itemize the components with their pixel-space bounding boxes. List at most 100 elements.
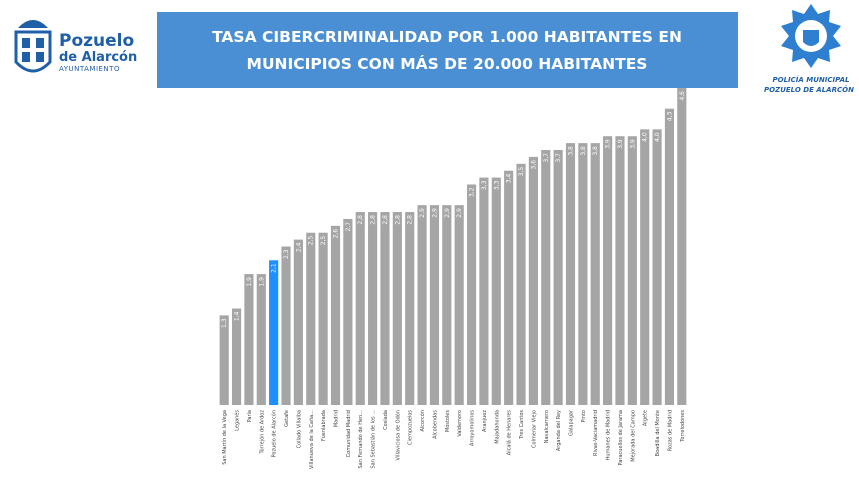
- x-tick-label: Galapagar: [569, 409, 575, 436]
- data-label: 2,7: [345, 222, 352, 232]
- bar: [417, 205, 427, 405]
- data-label: 3,4: [506, 174, 513, 184]
- x-tick-label: Humanes de Madrid: [606, 410, 612, 460]
- title-box: [157, 12, 738, 88]
- bar: [516, 163, 526, 405]
- data-label: 3,3: [493, 180, 500, 190]
- left-logo: Pozuelo de Alarcón AYUNTAMIENTO: [14, 20, 137, 73]
- x-tick-label: Comunidad Madrid: [346, 410, 352, 457]
- data-label: 3,7: [543, 153, 550, 163]
- x-tick-label: Paracuellos de Jarama: [618, 410, 624, 465]
- bar: [553, 150, 563, 405]
- bar: [442, 205, 452, 405]
- data-label: 2,8: [407, 215, 414, 225]
- bar: [281, 246, 291, 405]
- chart-title: MUNICIPIOS CON MÁS DE 20.000 HABITANTES: [247, 54, 648, 73]
- x-tick-label: Móstoles: [444, 410, 451, 432]
- bar: [578, 143, 588, 405]
- logo-name: de Alarcón: [59, 50, 137, 65]
- bar: [590, 143, 600, 405]
- x-tick-label: Pinto: [581, 410, 587, 422]
- data-label: 3,8: [592, 146, 599, 156]
- x-tick-label: Torrejón de Ardoz: [258, 410, 265, 455]
- x-tick-label: Alcobendas: [432, 410, 438, 439]
- x-tick-label: Coslada: [383, 410, 389, 430]
- bar: [231, 308, 242, 405]
- data-label: 2,3: [283, 249, 290, 259]
- bar: [368, 212, 378, 405]
- x-tick-label: Mejorada del Campo: [630, 410, 636, 462]
- x-tick-label: Arroyomolinos: [470, 410, 476, 446]
- data-label: 3,6: [530, 160, 537, 170]
- x-tick-label: Villaviciosa de Odón: [394, 410, 401, 461]
- bar: [541, 150, 551, 405]
- logo-name: Pozuelo: [59, 31, 134, 51]
- x-tick-label: Pozuelo de Alarcón: [271, 410, 278, 457]
- bar: [627, 136, 637, 405]
- data-label: 2,5: [320, 236, 327, 246]
- data-label: 2,9: [431, 208, 438, 218]
- data-label: 3,2: [469, 187, 476, 197]
- bar: [479, 177, 489, 405]
- data-label: 2,9: [456, 208, 463, 218]
- x-tick-label: Leganés: [234, 410, 241, 431]
- bar: [664, 108, 675, 405]
- x-tick-label: Aranjuez: [482, 410, 488, 432]
- data-label: 4,0: [654, 132, 661, 142]
- x-tick-label: Navalcarnero: [544, 410, 550, 443]
- bar: [244, 274, 254, 405]
- bar: [318, 232, 328, 405]
- bar: [615, 136, 625, 405]
- data-label: 3,7: [555, 153, 562, 163]
- bar: [306, 232, 316, 405]
- bar: [355, 212, 365, 405]
- bar: [640, 129, 650, 405]
- x-tick-label: Fuenlabrada: [321, 410, 327, 441]
- data-label: 3,9: [617, 139, 624, 149]
- x-tick-label: San Fernando de Hen...: [358, 410, 364, 469]
- data-label: 4,3: [666, 111, 673, 121]
- x-tick-label: Torrelodones: [680, 410, 686, 443]
- bar: [343, 218, 353, 405]
- x-tick-label: Madrid: [334, 410, 340, 427]
- data-label: 3,8: [580, 146, 587, 156]
- data-label: 4,6: [679, 91, 686, 101]
- x-tick-label: San Martín de la Vega: [221, 410, 228, 465]
- bar: [429, 205, 440, 405]
- x-tick-label: Alcalá de Henares: [506, 410, 513, 456]
- logo-text: POZUELO DE ALARCÓN: [764, 85, 854, 94]
- bar: [392, 212, 402, 405]
- x-tick-label: Alcorcón: [419, 410, 426, 432]
- x-tick-label: San Sebastián de los ...: [370, 410, 377, 469]
- x-tick-label: Rivas-Vaciamadrid: [593, 410, 599, 456]
- bar: [677, 88, 687, 405]
- x-tick-label: Majadahonda: [494, 410, 500, 444]
- data-label: 2,1: [271, 263, 278, 273]
- bar: [652, 129, 662, 405]
- data-label: 1,4: [234, 311, 241, 321]
- bar: [466, 184, 477, 405]
- data-label: 3,9: [605, 139, 612, 149]
- data-label: 3,9: [629, 139, 636, 149]
- x-tick-label: Valdemoro: [457, 410, 463, 437]
- data-label: 1,3: [221, 318, 228, 328]
- data-label: 2,9: [444, 208, 451, 218]
- x-tick-label: Ciempozuelos: [408, 410, 414, 445]
- x-tick-label: Villanueva de la Caña...: [309, 410, 315, 469]
- bar: [528, 156, 538, 405]
- data-label: 2,8: [357, 215, 364, 225]
- x-tick-label: Getafe: [284, 410, 290, 427]
- x-tick-label: Boadilla del Monte: [655, 410, 661, 456]
- data-label: 3,8: [568, 146, 575, 156]
- bar: [256, 274, 266, 405]
- data-label: 3,3: [481, 180, 488, 190]
- bar: [504, 170, 514, 405]
- data-label: 1,9: [258, 277, 265, 287]
- data-label: 2,8: [370, 215, 377, 225]
- x-tick-label: Parla: [247, 410, 253, 422]
- data-label: 2,8: [394, 215, 401, 225]
- chart-title: TASA CIBERCRIMINALIDAD POR 1.000 HABITAN…: [212, 28, 682, 46]
- data-label: 1,9: [246, 277, 253, 287]
